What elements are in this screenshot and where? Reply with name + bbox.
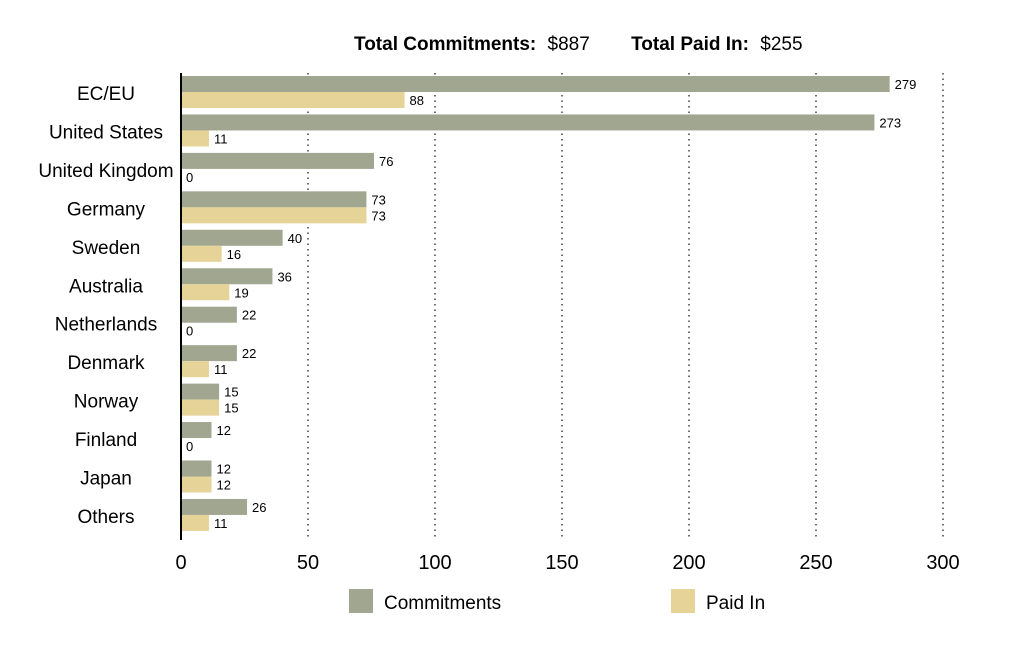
- x-tick-label: 150: [545, 552, 578, 574]
- data-label-paid-in: 12: [216, 478, 230, 493]
- data-label-commitments: 273: [879, 115, 901, 130]
- category-label: United States: [49, 122, 163, 143]
- data-label-paid-in: 88: [410, 93, 424, 108]
- data-label-commitments: 73: [371, 192, 385, 207]
- bar-paid-in: [181, 361, 209, 378]
- category-label: United Kingdom: [38, 161, 173, 182]
- x-tick-label: 200: [672, 552, 705, 574]
- bar-paid-in: [181, 245, 222, 262]
- category-label: Australia: [69, 276, 143, 297]
- category-label: Sweden: [72, 238, 141, 259]
- total-paid-label: Total Paid In:: [631, 34, 749, 55]
- bar-paid-in: [181, 207, 367, 224]
- x-tick-label: 50: [297, 552, 319, 574]
- total-commitments-value: $887: [548, 34, 590, 55]
- bar-paid-in: [181, 514, 209, 531]
- data-label-commitments: 40: [288, 231, 302, 246]
- chart-header: Total Commitments: $887 Total Paid In: $…: [354, 34, 803, 55]
- legend-label-commitments: Commitments: [384, 593, 501, 614]
- data-label-paid-in: 73: [371, 208, 385, 223]
- bar-commitments: [181, 422, 212, 439]
- data-label-paid-in: 15: [224, 401, 238, 416]
- data-label-paid-in: 0: [186, 439, 193, 454]
- category-label: Norway: [74, 392, 139, 413]
- bar-commitments: [181, 383, 220, 400]
- data-label-commitments: 26: [252, 500, 266, 515]
- data-label-paid-in: 19: [234, 285, 248, 300]
- bar-paid-in: [181, 284, 230, 301]
- grid-lines: [307, 73, 944, 540]
- x-tick-label: 0: [175, 552, 186, 574]
- data-label-paid-in: 0: [186, 170, 193, 185]
- bar-commitments: [181, 152, 375, 169]
- data-label-commitments: 279: [895, 77, 917, 92]
- legend-label-paid-in: Paid In: [706, 593, 765, 614]
- data-label-commitments: 22: [242, 308, 256, 323]
- legend-swatch-commitments: [349, 589, 373, 613]
- bar-commitments: [181, 268, 273, 285]
- bar-paid-in: [181, 92, 405, 108]
- category-label: Netherlands: [55, 315, 157, 336]
- bar-commitments: [181, 498, 248, 515]
- data-label-commitments: 36: [277, 269, 291, 284]
- bar-commitments: [181, 191, 367, 208]
- category-labels: EC/EU United States United Kingdom Germany S…: [38, 84, 173, 528]
- data-label-paid-in: 11: [214, 362, 228, 377]
- x-tick-label: 250: [799, 552, 832, 574]
- data-label-commitments: 12: [216, 462, 230, 477]
- total-commitments-label: Total Commitments:: [354, 34, 536, 55]
- bar-paid-in: [181, 476, 212, 493]
- legend-swatch-paid-in: [671, 589, 695, 613]
- category-label: Finland: [75, 430, 137, 451]
- bar-commitments: [181, 114, 875, 131]
- category-label: Others: [77, 507, 134, 528]
- bar-commitments: [181, 345, 237, 362]
- category-label: EC/EU: [77, 84, 135, 105]
- data-label-commitments: 22: [242, 346, 256, 361]
- bar-commitments: [181, 76, 890, 92]
- bar-paid-in: [181, 399, 220, 416]
- data-label-paid-in: 0: [186, 324, 193, 339]
- x-axis-ticks: 0 50 100 150 200 250 300: [175, 552, 959, 574]
- bar-paid-in: [181, 130, 209, 147]
- total-paid-value: $255: [760, 34, 802, 55]
- x-tick-label: 100: [418, 552, 451, 574]
- data-label-paid-in: 11: [214, 516, 228, 531]
- bar-commitments: [181, 229, 283, 246]
- bar-commitments: [181, 306, 237, 323]
- category-label: Germany: [67, 199, 146, 220]
- data-label-commitments: 15: [224, 385, 238, 400]
- bar-commitments: [181, 460, 212, 477]
- x-tick-label: 300: [926, 552, 959, 574]
- bars: [181, 76, 890, 531]
- data-label-paid-in: 11: [214, 131, 228, 146]
- data-label-paid-in: 16: [227, 247, 241, 262]
- data-label-commitments: 12: [216, 423, 230, 438]
- category-label: Japan: [80, 469, 132, 490]
- data-label-commitments: 76: [379, 154, 393, 169]
- category-label: Denmark: [67, 353, 145, 374]
- legend: Commitments Paid In: [349, 589, 765, 614]
